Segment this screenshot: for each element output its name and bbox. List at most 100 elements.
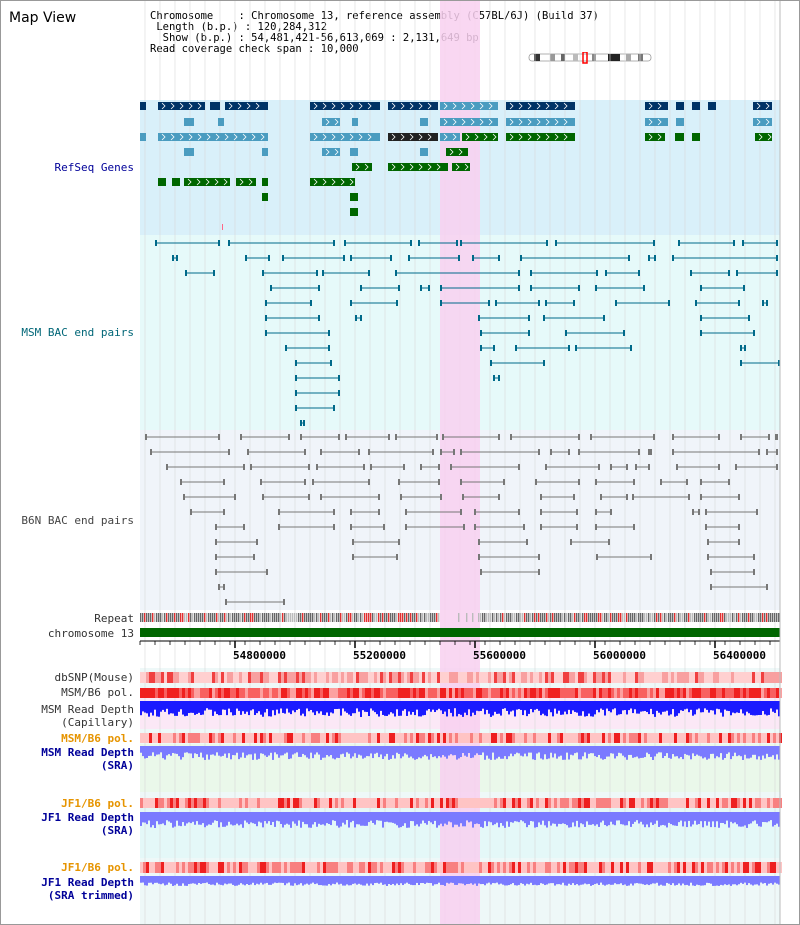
read-depth-bar <box>640 812 642 822</box>
strand-arrow <box>400 163 405 171</box>
polymorphism-cell <box>413 862 416 873</box>
polymorphism-cell <box>344 672 347 683</box>
read-depth-bar <box>318 701 320 714</box>
b6n-bac-pair-end <box>278 524 280 530</box>
polymorphism-cell <box>617 672 620 683</box>
polymorphism-cell <box>338 688 341 698</box>
polymorphism-cell <box>563 688 566 698</box>
refseq-gene <box>440 118 498 126</box>
polymorphism-cell <box>533 688 536 698</box>
repeat-element <box>594 613 596 622</box>
repeat-element <box>488 613 490 622</box>
read-depth-bar <box>324 701 326 716</box>
read-depth-bar <box>288 701 290 713</box>
read-depth-bar <box>522 812 524 822</box>
polymorphism-cell <box>164 862 167 873</box>
read-depth-bar <box>342 746 344 754</box>
read-depth-bar <box>694 701 696 715</box>
read-depth-bar <box>342 701 344 709</box>
msm-bac-pair-end <box>653 240 655 246</box>
track-features[interactable] <box>140 102 782 886</box>
read-depth-bar <box>666 746 668 754</box>
read-depth-bar <box>488 876 490 883</box>
repeat-element <box>194 613 196 622</box>
polymorphism-cell <box>386 733 389 743</box>
read-depth-bar <box>730 701 732 716</box>
read-depth-bar <box>622 746 624 756</box>
repeat-element <box>726 613 728 622</box>
polymorphism-cell <box>233 733 236 743</box>
read-depth-bar <box>704 746 706 758</box>
polymorphism-cell <box>347 672 350 683</box>
read-depth-bar <box>736 812 738 825</box>
polymorphism-cell <box>689 672 692 683</box>
read-depth-bar <box>584 746 586 753</box>
msm-bac-pair-end <box>498 375 500 381</box>
read-depth-bar <box>718 701 720 710</box>
track-label-repeat: Repeat <box>94 612 134 625</box>
read-depth-bar <box>346 701 348 713</box>
polymorphism-cell <box>167 798 170 808</box>
msm-bac-pair-end <box>490 360 492 366</box>
read-depth-bar <box>552 746 554 758</box>
read-depth-bar <box>400 876 402 884</box>
repeat-element <box>226 613 228 622</box>
read-depth-bar <box>182 812 184 823</box>
polymorphism-cell <box>746 798 749 808</box>
read-depth-bar <box>204 812 206 828</box>
read-depth-bar <box>428 812 430 821</box>
read-depth-bar <box>734 746 736 753</box>
read-depth-bar <box>410 812 412 822</box>
polymorphism-cell <box>347 733 350 743</box>
polymorphism-cell <box>197 862 200 873</box>
read-depth-bar <box>710 876 712 884</box>
chromosome-ideogram[interactable] <box>528 52 653 64</box>
read-depth-bar <box>372 812 374 823</box>
read-depth-bar <box>208 746 210 760</box>
read-depth-bar <box>456 746 458 760</box>
polymorphism-cell <box>380 798 383 808</box>
polymorphism-cell <box>464 733 467 743</box>
repeat-element <box>558 613 560 622</box>
polymorphism-cell <box>560 672 563 683</box>
read-depth-bar <box>582 812 584 825</box>
polymorphism-cell <box>479 688 482 698</box>
polymorphism-cell <box>428 733 431 743</box>
repeat-element <box>666 613 668 622</box>
polymorphism-cell <box>197 672 200 683</box>
read-depth-bar <box>524 876 526 886</box>
repeat-element <box>286 613 288 622</box>
polymorphism-cell <box>695 672 698 683</box>
read-depth-bar <box>516 812 518 822</box>
refseq-gene <box>218 118 224 126</box>
read-depth-bar <box>200 701 202 715</box>
read-depth-bar <box>660 701 662 715</box>
read-depth-bar <box>740 746 742 757</box>
read-depth-bar <box>326 812 328 824</box>
polymorphism-cell <box>620 688 623 698</box>
repeat-element <box>534 613 536 622</box>
read-depth-bar <box>416 746 418 760</box>
polymorphism-cell <box>158 733 161 743</box>
polymorphism-cell <box>668 798 671 808</box>
read-depth-bar <box>502 812 504 826</box>
polymorphism-cell <box>638 672 641 683</box>
read-depth-bar <box>704 876 706 886</box>
read-depth-bar <box>712 746 714 754</box>
read-depth-bar <box>554 812 556 824</box>
msm-bac-pair-end <box>742 240 744 246</box>
polymorphism-cell <box>179 672 182 683</box>
read-depth-bar <box>760 812 762 827</box>
polymorphism-cell <box>317 733 320 743</box>
repeat-element <box>402 613 404 622</box>
polymorphism-cell <box>314 733 317 743</box>
msm-bac-pair-end <box>766 300 768 306</box>
polymorphism-cell <box>644 798 647 808</box>
read-depth-bar <box>618 876 620 885</box>
repeat-element <box>660 613 662 622</box>
polymorphism-cell <box>236 688 239 698</box>
polymorphism-cell <box>350 798 353 808</box>
read-depth-bar <box>348 876 350 886</box>
polymorphism-cell <box>689 733 692 743</box>
